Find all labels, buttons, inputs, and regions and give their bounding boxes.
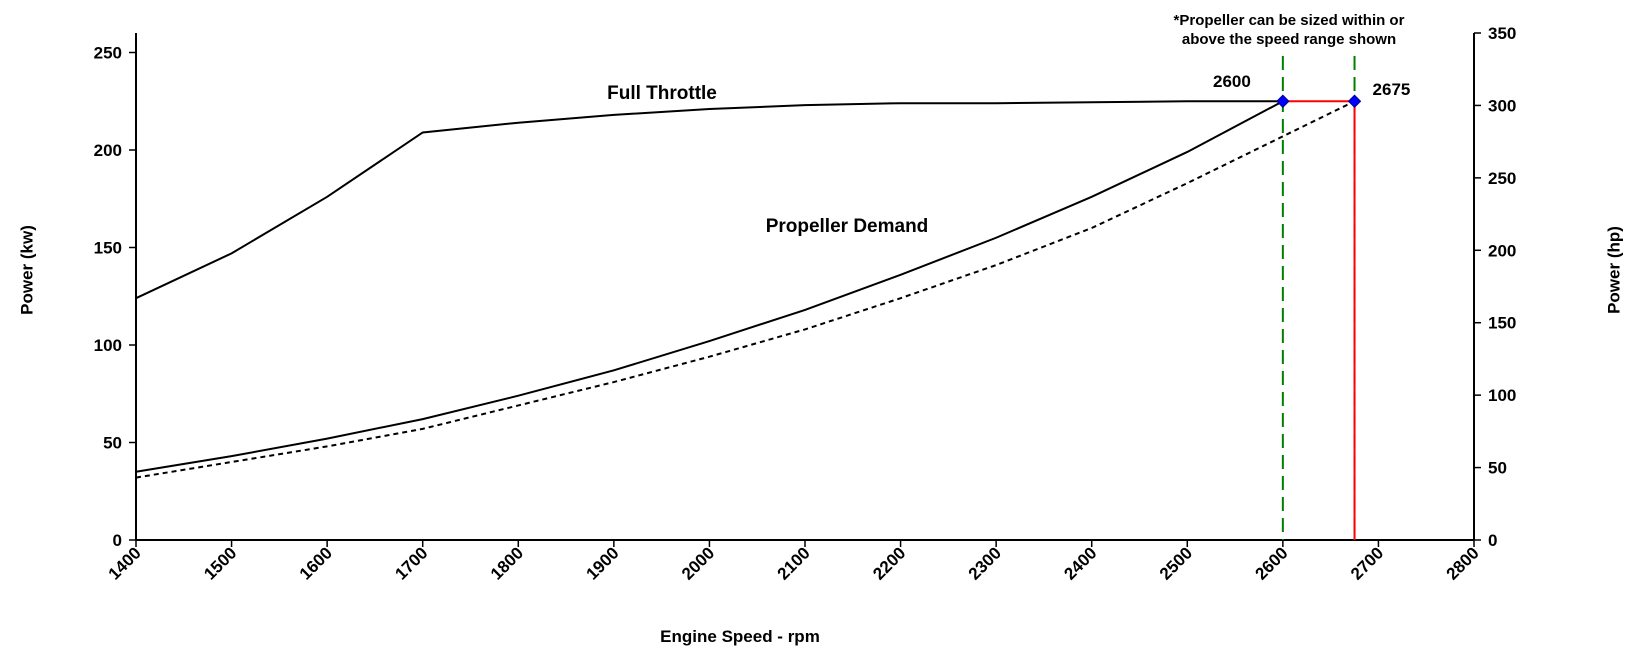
x-tick-label: 2700 bbox=[1347, 543, 1387, 583]
point-marker bbox=[1347, 94, 1362, 108]
y-tick-label: 250 bbox=[94, 44, 122, 63]
x-tick-label: 2600 bbox=[1252, 543, 1292, 583]
y2-tick-label: 50 bbox=[1488, 459, 1507, 478]
x-tick-label: 2300 bbox=[965, 543, 1005, 583]
y2-tick-label: 150 bbox=[1488, 314, 1516, 333]
y2-axis-label: Power (hp) bbox=[1604, 226, 1623, 314]
y2-tick-label: 350 bbox=[1488, 24, 1516, 43]
x-tick-label: 2800 bbox=[1443, 543, 1483, 583]
y2-tick-label: 100 bbox=[1488, 386, 1516, 405]
y-tick-label: 50 bbox=[103, 434, 122, 453]
x-tick-label: 1800 bbox=[487, 543, 527, 583]
x-tick-label: 2000 bbox=[678, 543, 718, 583]
y-axis-label: Power (kw) bbox=[17, 225, 36, 315]
point-marker bbox=[1276, 94, 1290, 108]
x-tick-label: 1500 bbox=[200, 543, 240, 583]
x-tick-label: 2400 bbox=[1060, 543, 1100, 583]
x-axis-label: Engine Speed - rpm bbox=[660, 627, 820, 646]
x-tick-label: 2200 bbox=[869, 543, 909, 583]
x-tick-label: 1700 bbox=[391, 543, 431, 583]
y-tick-label: 0 bbox=[113, 531, 122, 550]
speed-label: 2675 bbox=[1373, 80, 1411, 99]
x-tick-label: 2100 bbox=[774, 543, 814, 583]
note: *Propeller can be sized within or bbox=[1174, 12, 1405, 29]
curve bbox=[135, 100, 1355, 479]
curve-annotation: Full Throttle bbox=[607, 83, 717, 104]
y-tick-label: 200 bbox=[94, 141, 122, 160]
y-tick-label: 100 bbox=[94, 336, 122, 355]
y2-tick-label: 300 bbox=[1488, 96, 1516, 115]
y2-tick-label: 250 bbox=[1488, 169, 1516, 188]
curve-annotation: Propeller Demand bbox=[766, 216, 929, 237]
note: above the speed range shown bbox=[1182, 31, 1396, 48]
curve bbox=[135, 100, 1283, 300]
curve bbox=[135, 100, 1284, 473]
x-tick-label: 1400 bbox=[105, 543, 145, 583]
y2-tick-label: 200 bbox=[1488, 241, 1516, 260]
x-tick-label: 1900 bbox=[583, 543, 623, 583]
y2-tick-label: 0 bbox=[1488, 531, 1497, 550]
speed-label: 2600 bbox=[1213, 72, 1251, 91]
x-tick-label: 1600 bbox=[296, 543, 336, 583]
x-tick-label: 2500 bbox=[1156, 543, 1196, 583]
y-tick-label: 150 bbox=[94, 239, 122, 258]
